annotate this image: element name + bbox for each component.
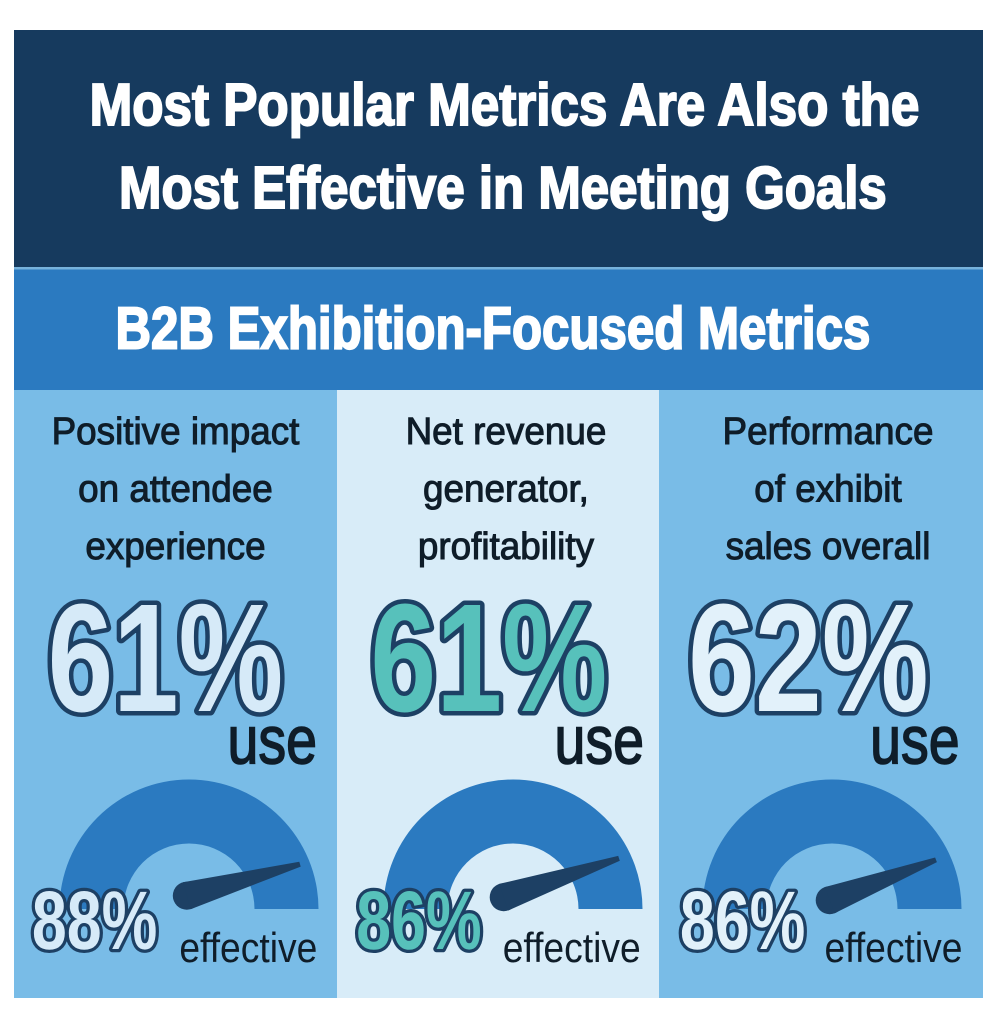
svg-text:Net revenue: Net revenue — [406, 409, 607, 452]
svg-text:Positive impact: Positive impact — [52, 409, 300, 452]
svg-text:of exhibit: of exhibit — [754, 467, 902, 510]
svg-text:sales overall: sales overall — [726, 524, 931, 567]
svg-text:generator,: generator, — [423, 467, 589, 510]
svg-text:effective: effective — [503, 925, 641, 972]
svg-text:Most Popular Metrics Are Also: Most Popular Metrics Are Also the — [90, 72, 920, 138]
svg-text:use: use — [227, 703, 317, 779]
svg-text:use: use — [870, 703, 960, 779]
svg-text:effective: effective — [179, 925, 317, 972]
svg-text:profitability: profitability — [418, 524, 594, 567]
svg-text:Most Effective in Meeting Goal: Most Effective in Meeting Goals — [119, 155, 887, 221]
svg-text:experience: experience — [85, 524, 265, 567]
svg-text:effective: effective — [824, 925, 962, 972]
svg-text:B2B Exhibition-Focused Metrics: B2B Exhibition-Focused Metrics — [115, 295, 870, 361]
svg-text:on attendee: on attendee — [78, 467, 273, 510]
svg-text:use: use — [554, 703, 644, 779]
svg-text:Performance: Performance — [723, 409, 934, 452]
